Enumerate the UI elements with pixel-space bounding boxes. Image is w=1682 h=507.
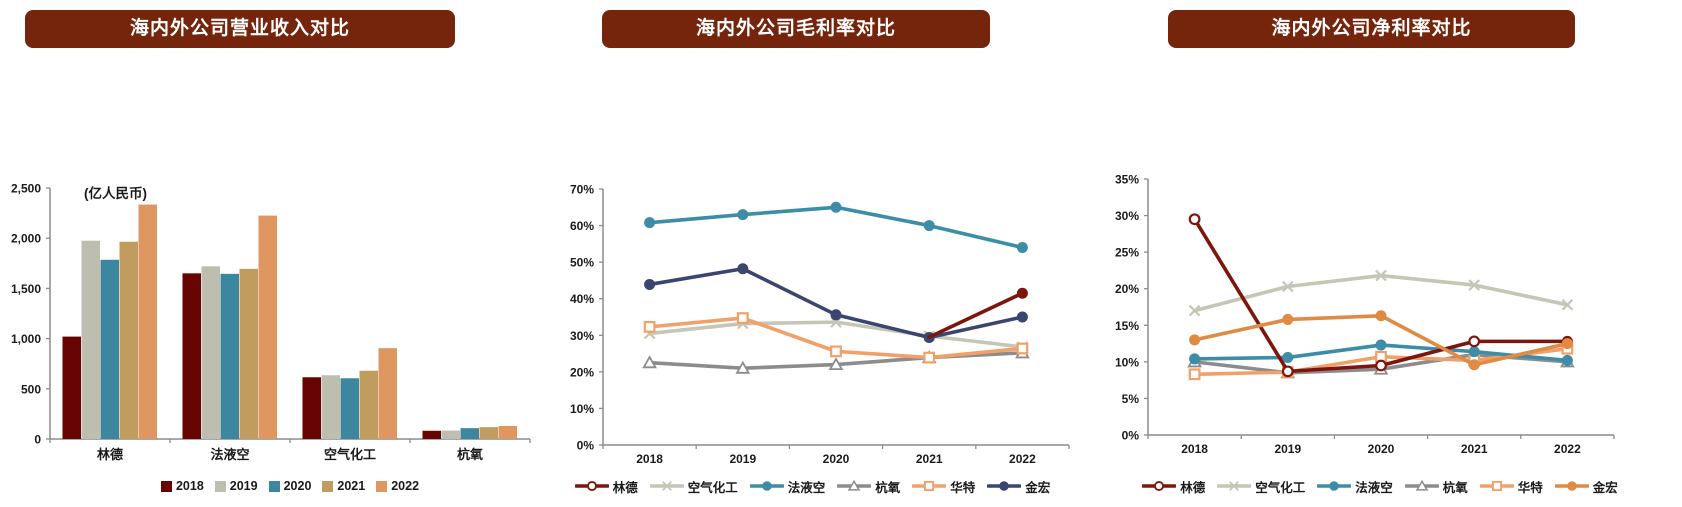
legend-label: 2020 <box>283 479 312 493</box>
legend-line-marker <box>649 481 684 491</box>
svg-text:0%: 0% <box>1122 429 1140 443</box>
legend-item: 杭氧 <box>837 477 900 496</box>
svg-text:2019: 2019 <box>1274 442 1301 456</box>
legend-label: 法液空 <box>1355 480 1393 495</box>
legend-line-marker <box>912 480 947 492</box>
legend-label: 2021 <box>337 479 366 493</box>
svg-text:2019: 2019 <box>729 452 756 466</box>
legend-item: 华特 <box>912 477 975 496</box>
legend-item: 华特 <box>1479 477 1543 496</box>
svg-text:5%: 5% <box>1122 392 1140 406</box>
svg-text:1,500: 1,500 <box>11 282 41 296</box>
svg-text:空气化工: 空气化工 <box>324 447 376 462</box>
net-margin-line-chart: 0% 5% 10% 15% 20% 25% 30% 35% 2018 2019 2020 2021 20… <box>1115 173 1615 456</box>
gross-margin-line-chart: 0% 10% 20% 30% 40% 50% 60% 70% 2018 2019 2020 2021 2… <box>570 183 1070 466</box>
svg-text:20%: 20% <box>1115 282 1139 296</box>
legend-line-marker <box>1217 481 1252 491</box>
svg-text:500: 500 <box>21 382 41 396</box>
svg-text:2,000: 2,000 <box>11 232 41 246</box>
legend-label: 金宏 <box>1592 480 1618 495</box>
svg-text:40%: 40% <box>570 292 594 306</box>
legend-label: 金宏 <box>1025 480 1051 495</box>
legend-label: 法液空 <box>787 480 826 495</box>
legend-line-marker <box>1404 479 1439 491</box>
svg-text:50%: 50% <box>570 256 594 270</box>
svg-text:2020: 2020 <box>1368 442 1395 456</box>
legend-swatch <box>322 480 334 492</box>
svg-text:2021: 2021 <box>916 452 943 466</box>
legend-line-marker <box>837 479 872 491</box>
legend-line-marker <box>1142 480 1177 492</box>
legend-line-marker <box>574 480 609 492</box>
legend-item: 林德 <box>574 477 638 496</box>
svg-text:2020: 2020 <box>823 452 850 466</box>
legend-line-marker <box>1479 480 1514 492</box>
legend-item: 2021 <box>322 479 365 493</box>
legend-item: 金宏 <box>1554 477 1618 496</box>
revenue-chart-legend: 2018 2019 2020 2021 2022 <box>50 476 530 496</box>
legend-line-marker <box>749 481 784 491</box>
legend-label: 2018 <box>175 479 204 493</box>
legend-item: 2019 <box>214 479 258 493</box>
legend-label: 林德 <box>612 480 638 495</box>
svg-text:0%: 0% <box>577 439 595 453</box>
legend-line-marker <box>987 481 1022 491</box>
svg-text:10%: 10% <box>1115 355 1139 369</box>
gross-margin-chart-title: 海内外公司毛利率对比 <box>602 10 990 48</box>
legend-item: 杭氧 <box>1404 477 1468 496</box>
svg-text:1,000: 1,000 <box>11 332 41 346</box>
legend-label: 空气化工 <box>1255 480 1306 495</box>
svg-text:2018: 2018 <box>636 452 663 466</box>
legend-item: 空气化工 <box>649 477 738 496</box>
legend-item: 林德 <box>1142 477 1205 496</box>
legend-item: 2020 <box>268 479 312 493</box>
legend-label: 2022 <box>391 479 420 493</box>
svg-text:2022: 2022 <box>1554 442 1581 456</box>
svg-text:2,500: 2,500 <box>11 182 41 196</box>
legend-swatch <box>268 480 280 492</box>
svg-text:0: 0 <box>34 433 41 447</box>
svg-text:15%: 15% <box>1115 319 1139 333</box>
svg-text:2021: 2021 <box>1461 442 1488 456</box>
svg-text:25%: 25% <box>1115 246 1139 260</box>
legend-label: 华特 <box>950 480 976 495</box>
legend-line-marker <box>1317 481 1352 491</box>
legend-label: 林德 <box>1180 480 1206 495</box>
legend-item: 2022 <box>376 479 419 493</box>
svg-text:2018: 2018 <box>1181 442 1208 456</box>
svg-text:20%: 20% <box>570 365 594 379</box>
svg-text:35%: 35% <box>1115 173 1139 187</box>
legend-label: 空气化工 <box>687 480 738 495</box>
legend-line-marker <box>1554 481 1589 491</box>
legend-label: 杭氧 <box>875 480 901 495</box>
svg-text:(亿人民币): (亿人民币) <box>84 185 147 201</box>
svg-text:30%: 30% <box>570 329 594 343</box>
revenue-chart-title: 海内外公司营业收入对比 <box>25 10 455 48</box>
net-margin-chart-title: 海内外公司净利率对比 <box>1168 10 1575 48</box>
revenue-bar-chart: 0 500 1,000 1,500 2,000 2,500 林德 法液空 空气化工 杭氧 (亿人民币… <box>11 182 531 462</box>
legend-item: 法液空 <box>749 477 826 496</box>
svg-text:70%: 70% <box>570 183 594 197</box>
legend-item: 法液空 <box>1317 477 1393 496</box>
svg-text:法液空: 法液空 <box>210 447 249 462</box>
svg-text:林德: 林德 <box>97 447 123 462</box>
legend-label: 华特 <box>1517 480 1543 495</box>
svg-text:60%: 60% <box>570 219 594 233</box>
gross-margin-chart-legend: 林德 空气化工 法液空 杭氧 华特 金宏 <box>550 476 1075 496</box>
svg-text:2022: 2022 <box>1009 452 1036 466</box>
legend-item: 空气化工 <box>1217 477 1305 496</box>
legend-item: 金宏 <box>987 477 1050 496</box>
svg-text:30%: 30% <box>1115 209 1139 223</box>
net-margin-chart-legend: 林德 空气化工 法液空 杭氧 华特 金宏 <box>1085 476 1675 496</box>
legend-item: 2018 <box>160 479 204 493</box>
svg-text:10%: 10% <box>570 402 594 416</box>
svg-text:杭氧: 杭氧 <box>457 447 483 462</box>
legend-label: 2019 <box>229 479 258 493</box>
legend-swatch <box>160 480 172 492</box>
legend-swatch <box>376 480 388 492</box>
legend-label: 杭氧 <box>1442 480 1468 495</box>
legend-swatch <box>214 480 226 492</box>
